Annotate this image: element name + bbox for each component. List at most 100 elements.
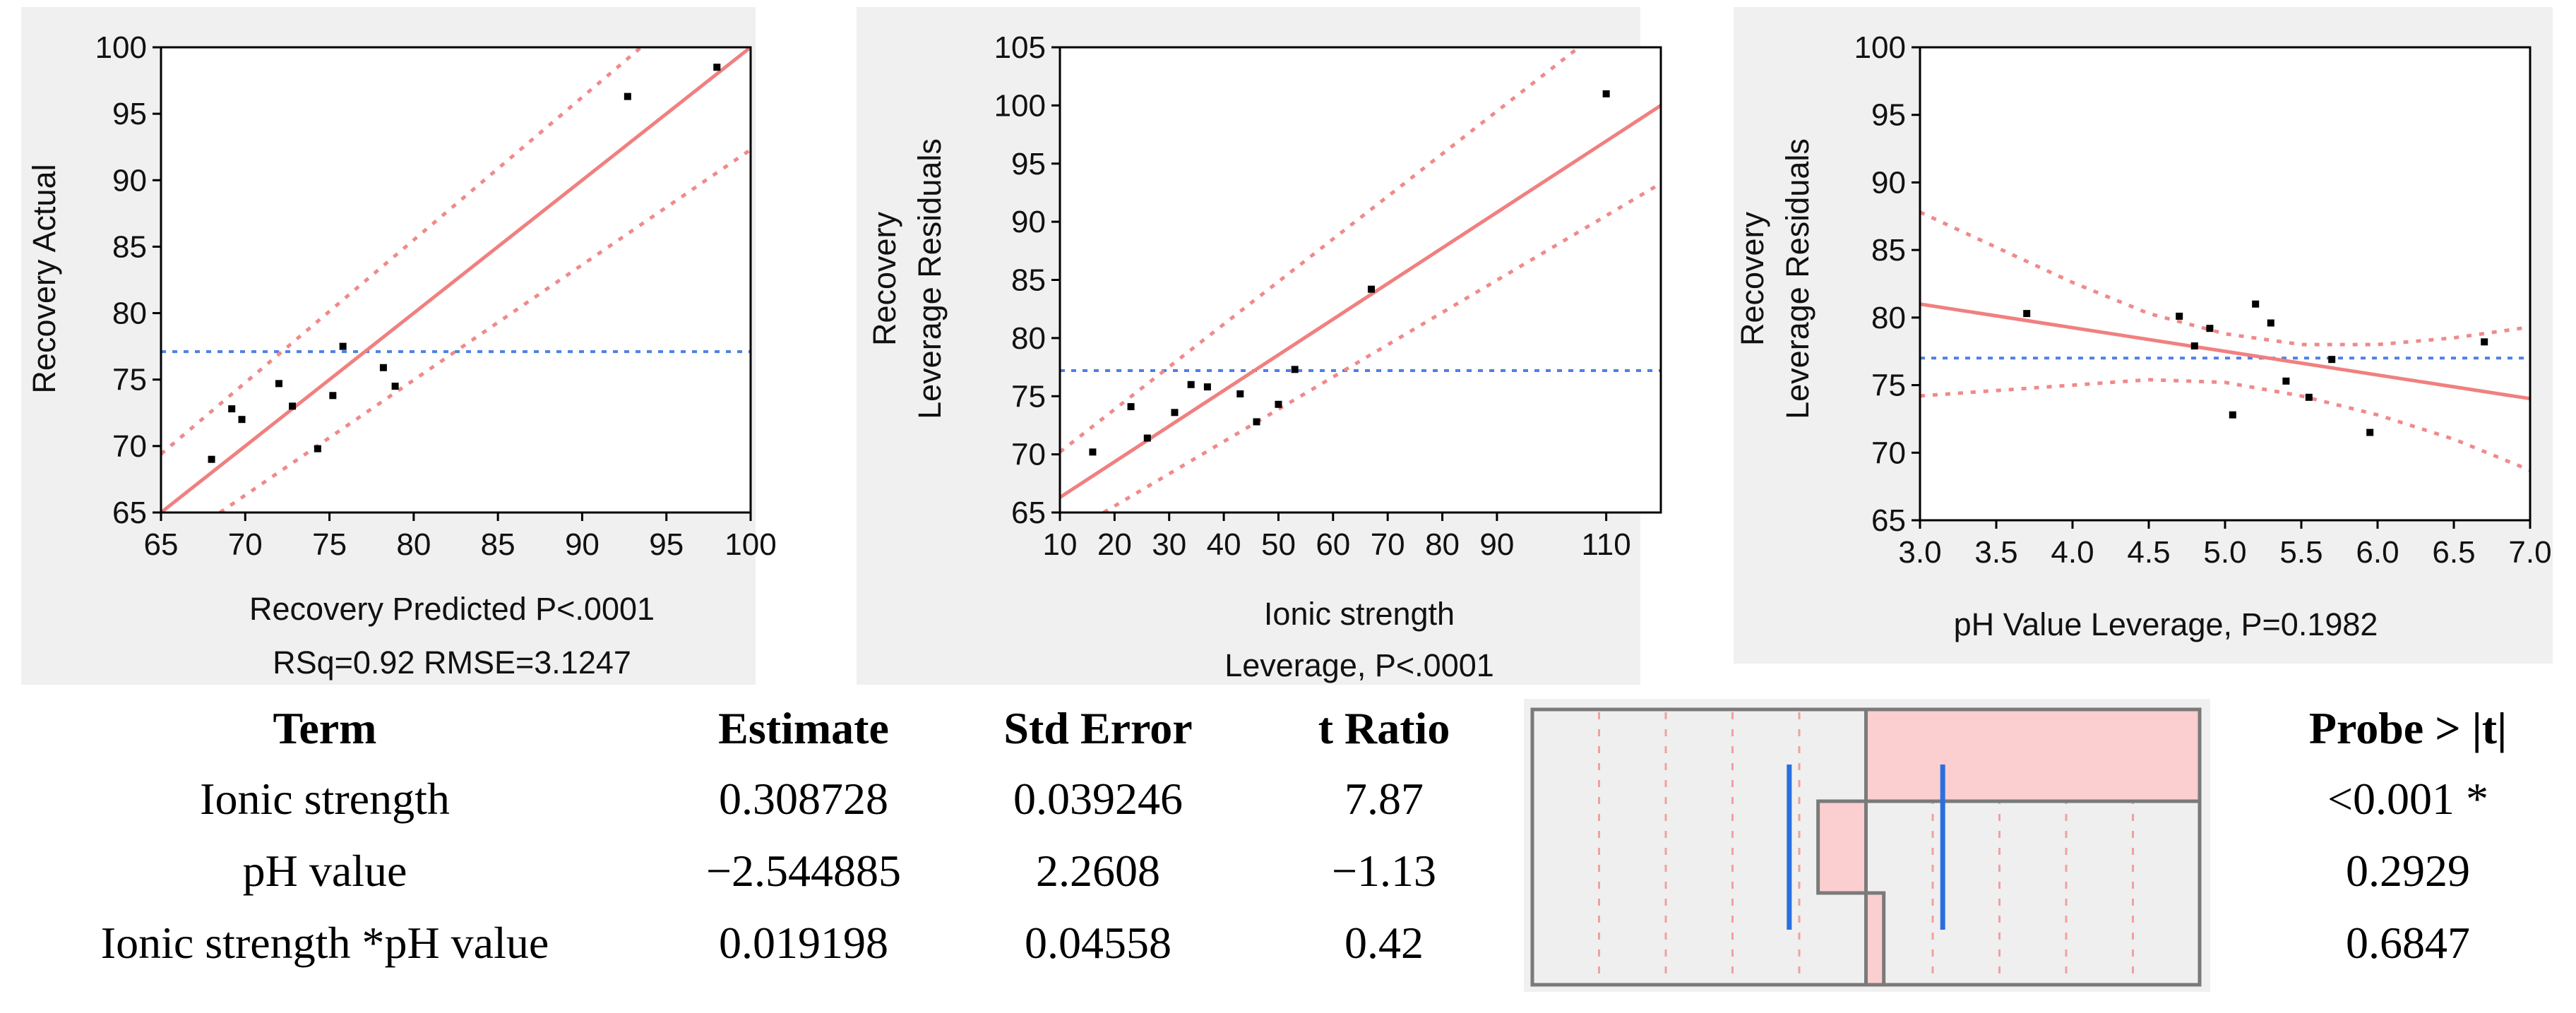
chart2-xlabel: Ionic strength <box>1264 596 1455 632</box>
x-tick-label: 7.0 <box>2508 535 2551 570</box>
confidence-lower-curve <box>219 148 751 513</box>
y-tick-label: 80 <box>1011 321 1046 356</box>
data-point <box>1171 409 1179 416</box>
x-tick-label: 10 <box>1043 527 1078 562</box>
data-point <box>2481 338 2488 346</box>
y-tick-label: 75 <box>112 363 147 397</box>
fit-line <box>161 47 751 513</box>
data-point <box>1203 383 1211 391</box>
row2-term: pH value <box>243 846 407 896</box>
confidence-lower-curve <box>1920 378 2530 472</box>
data-point <box>289 402 297 410</box>
row2-std-error: 2.2608 <box>1036 846 1160 896</box>
row3-term: Ionic strength *pH value <box>101 918 549 968</box>
fit-line <box>1060 104 1661 499</box>
data-point <box>2023 310 2031 318</box>
row3-estimate: 0.019198 <box>719 918 888 968</box>
y-tick-label: 100 <box>95 30 147 65</box>
data-point <box>1253 418 1260 426</box>
row3-t-ratio: 0.42 <box>1344 918 1424 968</box>
chart2-ylabel: Recovery <box>866 211 902 346</box>
fit-line <box>1920 302 2530 401</box>
header-probe: Probe > |t| <box>2309 703 2507 753</box>
x-tick-label: 70 <box>1371 527 1405 562</box>
x-tick-label: 30 <box>1152 527 1186 562</box>
data-point <box>2176 312 2183 320</box>
x-tick-label: 4.5 <box>2127 535 2170 570</box>
row2-probe: 0.2929 <box>2346 846 2470 896</box>
chart1-ylabel: Recovery Actual <box>26 164 62 393</box>
chart3-xlabel: pH Value Leverage, P=0.1982 <box>1954 606 2378 642</box>
plot-area <box>1060 47 1661 513</box>
t-ratio-bar <box>1864 707 2202 803</box>
x-tick-label: 6.0 <box>2356 535 2399 570</box>
data-point <box>713 64 721 71</box>
x-tick-label: 3.5 <box>1974 535 2017 570</box>
row1-term: Ionic strength <box>200 774 450 824</box>
chart3-ylabel: Recovery <box>1734 211 1770 346</box>
row1-std-error: 0.039246 <box>1013 774 1183 824</box>
data-point <box>2190 342 2198 350</box>
x-tick-label: 50 <box>1261 527 1296 562</box>
x-tick-label: 90 <box>1479 527 1514 562</box>
chart2-subtitle: Leverage, P<.0001 <box>1224 647 1494 683</box>
x-tick-label: 90 <box>565 527 600 562</box>
data-point <box>1367 285 1375 293</box>
x-tick-label: 95 <box>649 527 684 562</box>
x-tick-label: 70 <box>228 527 263 562</box>
y-tick-label: 65 <box>1871 503 1906 538</box>
data-point <box>208 455 215 463</box>
y-tick-label: 85 <box>112 229 147 264</box>
y-tick-label: 80 <box>112 296 147 331</box>
y-tick-label: 90 <box>1011 205 1046 239</box>
x-tick-label: 65 <box>144 527 179 562</box>
y-tick-label: 105 <box>994 30 1046 65</box>
y-tick-label: 70 <box>112 429 147 464</box>
chart2-ylabel2: Leverage Residuals <box>912 138 948 419</box>
data-point <box>624 92 631 100</box>
y-tick-label: 100 <box>1854 30 1906 65</box>
y-tick-label: 70 <box>1871 436 1906 470</box>
data-point <box>238 416 246 424</box>
header-estimate: Estimate <box>718 703 889 753</box>
data-point <box>339 342 347 350</box>
x-tick-label: 80 <box>1425 527 1460 562</box>
row2-t-ratio: −1.13 <box>1332 846 1436 896</box>
y-tick-label: 65 <box>1011 496 1046 530</box>
chart1-xlabel: Recovery Predicted P<.0001 <box>249 591 655 627</box>
data-point <box>2206 325 2214 332</box>
data-point <box>314 445 321 452</box>
t-ratio-bar-chart <box>1524 699 2210 992</box>
data-point <box>228 405 236 413</box>
row3-probe: 0.6847 <box>2346 918 2470 968</box>
data-point <box>391 383 399 390</box>
data-point <box>379 364 387 371</box>
confidence-upper-curve <box>1060 47 1580 454</box>
y-tick-label: 75 <box>1011 379 1046 414</box>
row2-estimate: −2.544885 <box>706 846 901 896</box>
data-point <box>1089 448 1097 456</box>
y-tick-label: 85 <box>1011 263 1046 298</box>
data-point <box>1187 380 1195 388</box>
data-point <box>1602 90 1610 97</box>
x-tick-label: 5.0 <box>2203 535 2246 570</box>
plot-frame <box>160 46 752 514</box>
y-tick-label: 95 <box>1011 147 1046 181</box>
y-tick-label: 85 <box>1871 233 1906 268</box>
table-row: pH value −2.544885 2.2608 −1.13 0.2929 <box>243 846 2470 896</box>
x-tick-label: 20 <box>1097 527 1132 562</box>
data-point <box>2267 319 2274 327</box>
y-tick-label: 75 <box>1871 368 1906 403</box>
x-tick-label: 100 <box>724 527 776 562</box>
data-point <box>2252 300 2260 308</box>
plot-area <box>1920 47 2530 520</box>
chart3-ylabel2: Leverage Residuals <box>1779 138 1815 419</box>
table-row: Ionic strength *pH value 0.019198 0.0455… <box>101 918 2470 968</box>
confidence-upper-curve <box>161 47 643 456</box>
x-tick-label: 6.5 <box>2432 535 2475 570</box>
chart-actual-vs-predicted: 65 70 75 80 85 90 95 100 65 70 75 80 85 90 95 100 <box>95 30 777 562</box>
row1-t-ratio: 7.87 <box>1344 774 1424 824</box>
x-tick-label: 110 <box>1582 527 1631 562</box>
x-tick-label: 5.5 <box>2279 535 2322 570</box>
